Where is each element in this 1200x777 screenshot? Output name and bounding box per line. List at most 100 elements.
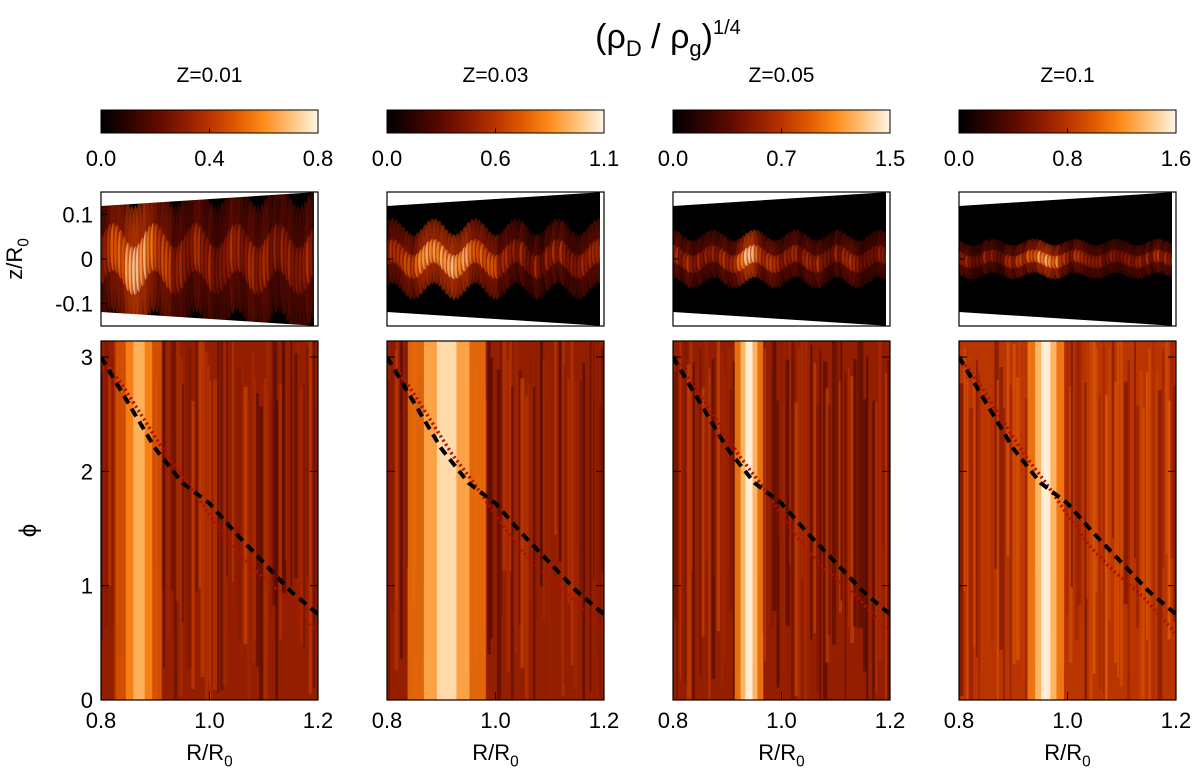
rphi-heatmap (673, 341, 890, 700)
rphi-streak (108, 367, 112, 587)
rphi-streak (104, 341, 109, 626)
rphi-streak (872, 400, 875, 700)
rphi-streak (275, 400, 279, 700)
rphi-streak (1141, 407, 1145, 700)
colorbar-tick-label: 0.0 (658, 146, 689, 171)
rphi-streak (1089, 341, 1093, 700)
rphi-streak (533, 386, 536, 700)
rphi-dashed-curve (673, 355, 890, 616)
rphi-streak (396, 341, 398, 602)
panel-2: Z=0.03 0.0 0.6 1.1 0.8 1.0 1.2 R/R0 (372, 64, 620, 771)
panel-4: Z=0.1 0.0 0.8 1.6 0.8 1.0 1.2 R/R0 (944, 64, 1192, 771)
rphi-streak (704, 341, 709, 559)
rphi-streak (546, 353, 549, 618)
rphi-streak (1080, 341, 1085, 621)
rphi-streak (1112, 341, 1115, 538)
x-tick-label: 0.8 (658, 708, 689, 733)
colorbar-tick-label: 0.0 (372, 146, 403, 171)
rphi-streak (701, 387, 705, 637)
rphi-streak (388, 380, 390, 700)
rphi-streak (253, 378, 257, 641)
rphi-streak (492, 400, 495, 700)
rphi-streak (499, 341, 503, 618)
rphi-streak (487, 341, 491, 655)
rphi-streak (204, 351, 209, 700)
rphi-streak (111, 356, 115, 624)
z-tick-label: 0 (81, 247, 93, 272)
rphi-streak (589, 341, 592, 693)
rz-domain-edge-top (673, 192, 890, 206)
rphi-heatmap (101, 341, 318, 700)
rphi-ring-core (1041, 341, 1051, 700)
rphi-streak (1161, 349, 1165, 569)
rphi-streak (596, 341, 599, 653)
rphi-streak (247, 401, 250, 700)
rphi-streak (1012, 343, 1016, 664)
rz-domain-edge-right (886, 192, 890, 326)
rphi-streak (981, 345, 983, 675)
rphi-streak (542, 359, 545, 621)
phi-tick-label: 0 (81, 688, 93, 713)
rphi-streak (1024, 398, 1029, 700)
rphi-streak (885, 373, 888, 700)
rphi-streak (711, 358, 716, 679)
rphi-streak (299, 389, 304, 644)
rphi-streak (772, 341, 777, 611)
colorbar-tick-label: 0.6 (480, 146, 511, 171)
rphi-streak (722, 373, 726, 663)
rphi-ring-core (133, 341, 145, 700)
rphi-streak (850, 375, 855, 644)
phi-tick-label: 1 (81, 574, 93, 599)
rphi-streak (679, 341, 682, 679)
rphi-streak (188, 347, 192, 670)
rphi-streak (1152, 341, 1156, 698)
rphi-streak (1074, 341, 1079, 641)
rphi-streak (101, 372, 103, 640)
x-tick-label: 1.2 (303, 708, 334, 733)
rphi-streak (191, 401, 195, 689)
rphi-streak (586, 374, 589, 603)
rphi-streak (1117, 341, 1120, 678)
panel-label: Z=0.01 (177, 64, 243, 87)
z-tick-label: 0.1 (62, 202, 93, 227)
rphi-streak (1127, 360, 1130, 700)
rphi-streak (256, 392, 260, 667)
rphi-streak (240, 360, 245, 652)
rphi-streak (1114, 381, 1117, 664)
rphi-streak (509, 341, 512, 572)
rphi-streak (1084, 382, 1088, 700)
rphi-streak (813, 363, 817, 634)
rphi-streak (403, 341, 408, 521)
rphi-streak (540, 341, 543, 587)
rphi-streak (866, 356, 869, 700)
rphi-streak (514, 341, 519, 653)
rphi-streak (599, 403, 602, 700)
rphi-heatmap (387, 341, 604, 700)
rphi-streak (716, 341, 721, 632)
rphi-streak (881, 341, 885, 546)
rphi-streak (1139, 370, 1144, 700)
rphi-streak (206, 365, 211, 682)
rphi-streak (676, 355, 678, 700)
rphi-streak (686, 364, 692, 700)
rphi-streak (209, 381, 212, 700)
rphi-streak (975, 359, 978, 658)
rphi-streak (552, 361, 555, 671)
x-tick-label: 1.2 (875, 708, 906, 733)
rphi-streak (316, 404, 318, 637)
rphi-streak (1086, 342, 1089, 599)
panel-label: Z=0.03 (463, 64, 529, 87)
rphi-streak (213, 379, 218, 690)
rphi-streak (570, 341, 574, 666)
rphi-streak (797, 348, 801, 700)
rphi-streak (963, 347, 966, 591)
rphi-streak (548, 396, 551, 700)
rz-heatmap (101, 192, 318, 326)
rz-heatmap (959, 192, 1176, 326)
rphi-streak (713, 355, 716, 577)
x-tick-label: 1.2 (589, 708, 620, 733)
rphi-streak (764, 348, 767, 662)
rphi-streak (1009, 385, 1012, 700)
rphi-streak (692, 362, 695, 700)
